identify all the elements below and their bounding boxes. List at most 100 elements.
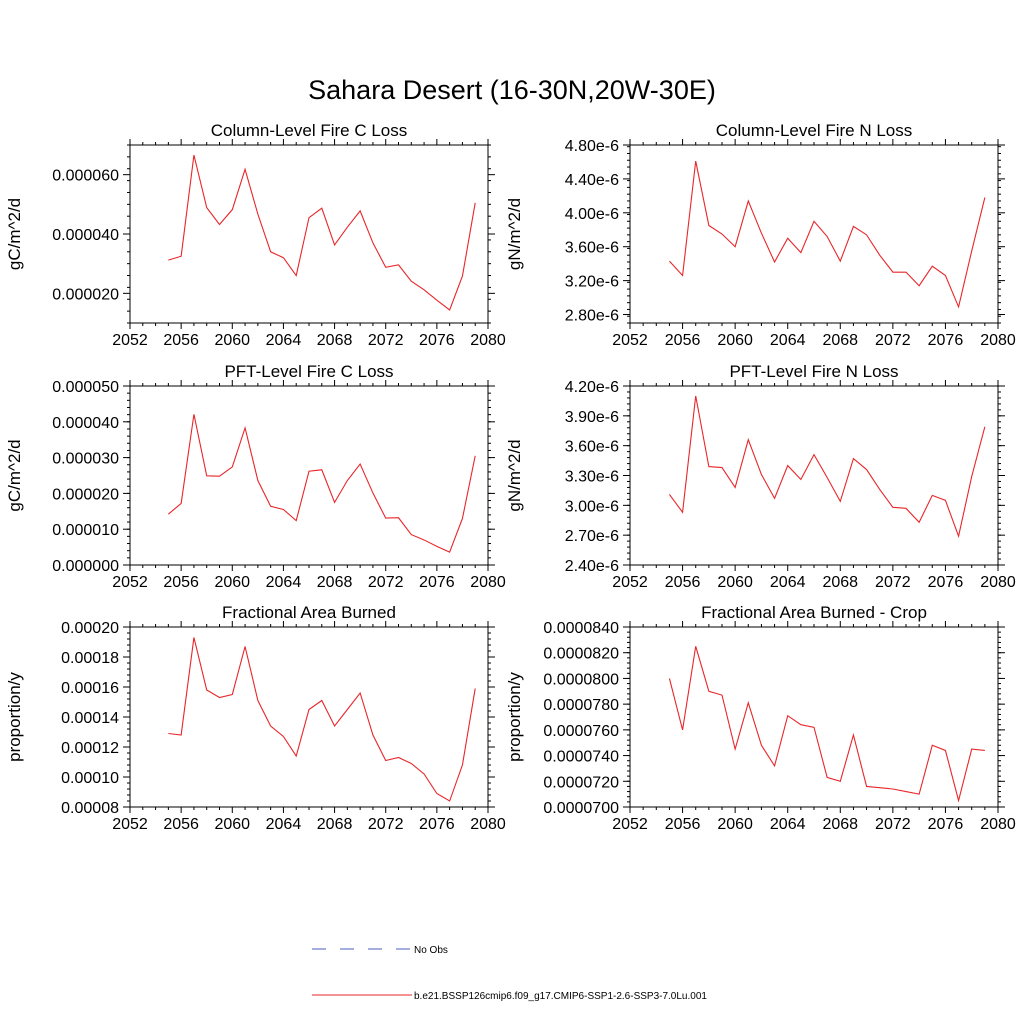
y-tick-label: 0.00012 — [61, 740, 119, 757]
x-tick-label: 2064 — [266, 332, 302, 349]
x-tick-label: 2072 — [875, 332, 911, 349]
page-title: Sahara Desert (16-30N,20W-30E) — [308, 75, 716, 105]
plot-frame — [629, 385, 999, 566]
y-tick-label: 0.00008 — [61, 800, 119, 817]
y-tick-label: 4.80e-6 — [565, 138, 619, 155]
plot-frame — [629, 626, 999, 808]
x-tick-label: 2056 — [163, 332, 199, 349]
y-tick-label: 0.000000 — [52, 558, 119, 575]
x-tick-label: 2080 — [980, 332, 1016, 349]
x-tick-label: 2060 — [214, 816, 250, 833]
x-tick-label: 2064 — [770, 574, 806, 591]
x-tick-label: 2060 — [717, 816, 753, 833]
y-tick-label: 0.0000800 — [543, 671, 619, 688]
plot-frame — [629, 144, 999, 324]
y-tick-label: 4.20e-6 — [565, 379, 619, 396]
y-tick-label: 0.000060 — [52, 168, 119, 185]
y-tick-label: 0.000010 — [52, 522, 119, 539]
x-tick-label: 2056 — [163, 816, 199, 833]
x-tick-label: 2068 — [317, 332, 353, 349]
chart-panels: Column-Level Fire C Loss gC/m^2/d 2052 2056… — [5, 121, 1016, 833]
panel-title: PFT-Level Fire C Loss — [224, 362, 393, 381]
x-tick-label: 2056 — [665, 574, 701, 591]
y-tick-label: 4.00e-6 — [565, 206, 619, 223]
x-tick-label: 2080 — [470, 816, 506, 833]
y-tick-label: 0.000020 — [52, 486, 119, 503]
x-tick-label: 2072 — [368, 816, 404, 833]
x-tick-label: 2076 — [928, 332, 964, 349]
y-tick-label: 3.30e-6 — [565, 469, 619, 486]
x-tick-label: 2080 — [470, 574, 506, 591]
y-axis-label: gN/m^2/d — [505, 198, 524, 270]
panel-title: Column-Level Fire N Loss — [716, 121, 913, 140]
x-tick-label: 2068 — [317, 816, 353, 833]
x-tick-label: 2052 — [112, 332, 148, 349]
y-axis-label: gC/m^2/d — [5, 198, 24, 270]
x-tick-label: 2076 — [928, 816, 964, 833]
chart-panel-1: Column-Level Fire C Loss gC/m^2/d 2052 2056… — [5, 121, 506, 349]
y-tick-label: 0.0000720 — [543, 774, 619, 791]
x-tick-label: 2076 — [419, 574, 455, 591]
series-line-1 — [668, 395, 986, 539]
series-line-1 — [168, 414, 476, 553]
y-tick-label: 0.000020 — [52, 286, 119, 303]
x-tick-label: 2076 — [928, 574, 964, 591]
y-tick-label: 0.000040 — [52, 227, 119, 244]
x-tick-label: 2076 — [419, 816, 455, 833]
chart-panel-5: Fractional Area Burned proportion/y 2052 20… — [5, 603, 506, 833]
x-tick-label: 2080 — [470, 332, 506, 349]
x-tick-label: 2068 — [822, 332, 858, 349]
x-tick-label: 2052 — [612, 332, 648, 349]
y-tick-label: 3.00e-6 — [565, 498, 619, 515]
x-tick-label: 2080 — [980, 574, 1016, 591]
series-line-1 — [168, 154, 476, 311]
y-axis-label: gN/m^2/d — [505, 439, 524, 511]
x-tick-label: 2072 — [368, 574, 404, 591]
x-tick-label: 2064 — [266, 816, 302, 833]
y-tick-label: 0.00016 — [61, 680, 119, 697]
x-tick-label: 2068 — [822, 816, 858, 833]
chart-panel-3: PFT-Level Fire C Loss gC/m^2/d 2052 2056 206… — [5, 362, 506, 591]
x-tick-label: 2076 — [419, 332, 455, 349]
x-tick-label: 2052 — [612, 574, 648, 591]
y-tick-label: 0.0000820 — [543, 646, 619, 663]
legend-label-no-obs: No Obs — [414, 945, 448, 956]
x-tick-label: 2056 — [665, 816, 701, 833]
x-tick-label: 2052 — [612, 816, 648, 833]
plot-frame — [129, 385, 489, 566]
series-line-1 — [669, 160, 986, 309]
panel-title: PFT-Level Fire N Loss — [729, 362, 898, 381]
y-tick-label: 4.40e-6 — [565, 172, 619, 189]
x-tick-label: 2060 — [214, 574, 250, 591]
y-tick-label: 0.0000840 — [543, 620, 619, 637]
x-tick-label: 2056 — [163, 574, 199, 591]
x-tick-label: 2060 — [214, 332, 250, 349]
y-axis-label: gC/m^2/d — [5, 439, 24, 511]
y-tick-label: 3.90e-6 — [565, 409, 619, 426]
x-tick-label: 2072 — [875, 816, 911, 833]
x-tick-label: 2072 — [875, 574, 911, 591]
y-tick-label: 0.0000740 — [543, 749, 619, 766]
y-tick-label: 0.00010 — [61, 770, 119, 787]
x-tick-label: 2064 — [770, 816, 806, 833]
x-tick-label: 2080 — [980, 816, 1016, 833]
chart-panel-4: PFT-Level Fire N Loss gN/m^2/d 2052 2056 206… — [505, 362, 1016, 591]
y-tick-label: 0.0000700 — [543, 800, 619, 817]
y-tick-label: 0.000030 — [52, 451, 119, 468]
x-tick-label: 2068 — [822, 574, 858, 591]
series-line-1 — [668, 646, 985, 803]
x-tick-label: 2064 — [770, 332, 806, 349]
y-tick-label: 0.000050 — [52, 379, 119, 396]
chart-panel-2: Column-Level Fire N Loss gN/m^2/d 2052 2056… — [505, 121, 1016, 349]
x-tick-label: 2052 — [112, 816, 148, 833]
y-tick-label: 0.00018 — [61, 650, 119, 667]
legend: No Obs b.e21.BSSP126cmip6.f09_g17.CMIP6-… — [312, 945, 707, 1002]
chart-panel-6: Fractional Area Burned - Crop proportion/… — [505, 603, 1016, 833]
x-tick-label: 2064 — [266, 574, 302, 591]
panel-title: Fractional Area Burned — [222, 603, 396, 622]
x-tick-label: 2056 — [665, 332, 701, 349]
y-axis-label: proportion/y — [5, 672, 24, 762]
y-tick-label: 3.20e-6 — [565, 274, 619, 291]
y-tick-label: 2.80e-6 — [565, 308, 619, 325]
